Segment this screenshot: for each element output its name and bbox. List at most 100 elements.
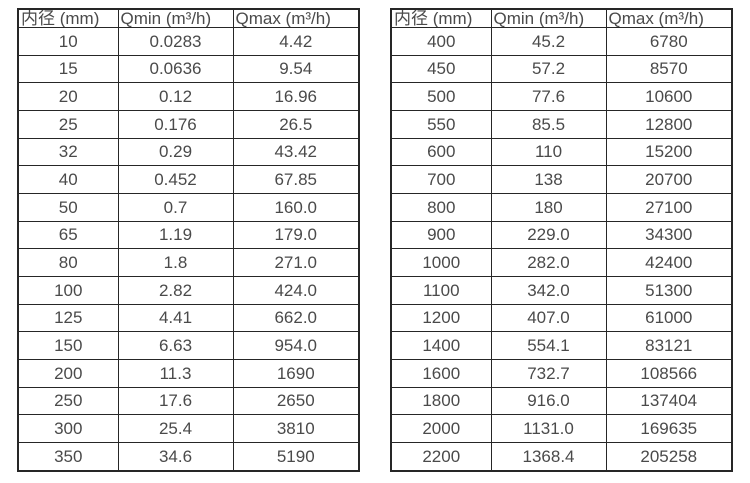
table-row: 1200 407.0 61000 <box>390 303 733 333</box>
table-cell: 180 <box>490 192 607 222</box>
table-cell: 4.41 <box>117 303 234 333</box>
table-cell: 554.1 <box>490 331 607 360</box>
table-row: 80 1.8 271.0 <box>17 248 360 277</box>
table-cell: 4.42 <box>232 27 360 56</box>
table-cell: 916.0 <box>490 386 607 416</box>
table-cell: 200 <box>17 358 119 388</box>
table-row: 600 110 15200 <box>390 137 733 167</box>
table-cell: 43.42 <box>232 137 360 167</box>
table-cell: 954.0 <box>232 331 360 360</box>
table-row: 1100 342.0 51300 <box>390 275 733 305</box>
table-row: 32 0.29 43.42 <box>17 137 360 167</box>
table-cell: 10 <box>17 27 119 56</box>
table-row: 1600 732.7 108566 <box>390 358 733 388</box>
table-cell: 50 <box>17 192 119 222</box>
table-cell: 5190 <box>232 441 360 472</box>
table-cell: 83121 <box>605 331 733 360</box>
table-row: 250 17.6 2650 <box>17 386 360 416</box>
column-header: 内径 (mm) <box>17 8 119 28</box>
table-cell: 300 <box>17 414 119 443</box>
table-cell: 34300 <box>605 220 733 250</box>
table-cell: 25.4 <box>117 414 234 443</box>
table-cell: 2200 <box>390 441 492 472</box>
table-cell: 0.176 <box>117 109 234 139</box>
table-cell: 662.0 <box>232 303 360 333</box>
table-cell: 26.5 <box>232 109 360 139</box>
table-cell: 110 <box>490 137 607 167</box>
table-row: 1800 916.0 137404 <box>390 386 733 416</box>
table-cell: 1200 <box>390 303 492 333</box>
table-cell: 137404 <box>605 386 733 416</box>
table-cell: 800 <box>390 192 492 222</box>
table-row: 350 34.6 5190 <box>17 441 360 472</box>
table-cell: 1.8 <box>117 248 234 277</box>
table-row: 450 57.2 8570 <box>390 54 733 84</box>
table-cell: 12800 <box>605 109 733 139</box>
table-cell: 350 <box>17 441 119 472</box>
table-cell: 0.0636 <box>117 54 234 84</box>
table-cell: 6780 <box>605 27 733 56</box>
table-cell: 424.0 <box>232 275 360 305</box>
table-row: 700 138 20700 <box>390 165 733 194</box>
table-cell: 61000 <box>605 303 733 333</box>
table-cell: 205258 <box>605 441 733 472</box>
table-cell: 20 <box>17 82 119 111</box>
header-row: 内径 (mm) Qmin (m³/h) Qmax (m³/h) <box>17 8 360 28</box>
table-cell: 1368.4 <box>490 441 607 472</box>
table-cell: 1400 <box>390 331 492 360</box>
table-cell: 900 <box>390 220 492 250</box>
table-cell: 1000 <box>390 248 492 277</box>
table-row: 100 2.82 424.0 <box>17 275 360 305</box>
table-cell: 34.6 <box>117 441 234 472</box>
table-cell: 0.7 <box>117 192 234 222</box>
table-cell: 282.0 <box>490 248 607 277</box>
table-cell: 125 <box>17 303 119 333</box>
table-cell: 8570 <box>605 54 733 84</box>
table-cell: 3810 <box>232 414 360 443</box>
table-cell: 80 <box>17 248 119 277</box>
table-cell: 0.452 <box>117 165 234 194</box>
table-cell: 0.0283 <box>117 27 234 56</box>
table-cell: 150 <box>17 331 119 360</box>
table-cell: 732.7 <box>490 358 607 388</box>
flow-rate-table-large-diameters: 内径 (mm) Qmin (m³/h) Qmax (m³/h) 400 45.2 6780… <box>390 8 733 472</box>
table-cell: 400 <box>390 27 492 56</box>
table-cell: 6.63 <box>117 331 234 360</box>
table-cell: 550 <box>390 109 492 139</box>
table-row: 65 1.19 179.0 <box>17 220 360 250</box>
column-header: Qmin (m³/h) <box>490 8 607 28</box>
table-cell: 600 <box>390 137 492 167</box>
table-row: 1000 282.0 42400 <box>390 248 733 277</box>
table-cell: 40 <box>17 165 119 194</box>
table-cell: 77.6 <box>490 82 607 111</box>
column-header: Qmax (m³/h) <box>605 8 733 28</box>
table-cell: 0.12 <box>117 82 234 111</box>
table-row: 2200 1368.4 205258 <box>390 441 733 472</box>
table-cell: 15 <box>17 54 119 84</box>
table-cell: 9.54 <box>232 54 360 84</box>
table-cell: 450 <box>390 54 492 84</box>
column-header: Qmin (m³/h) <box>117 8 234 28</box>
table-cell: 160.0 <box>232 192 360 222</box>
table-cell: 2.82 <box>117 275 234 305</box>
table-row: 150 6.63 954.0 <box>17 331 360 360</box>
table-row: 125 4.41 662.0 <box>17 303 360 333</box>
table-cell: 700 <box>390 165 492 194</box>
table-cell: 10600 <box>605 82 733 111</box>
table-row: 50 0.7 160.0 <box>17 192 360 222</box>
table-row: 40 0.452 67.85 <box>17 165 360 194</box>
table-cell: 65 <box>17 220 119 250</box>
flow-rate-table-small-diameters: 内径 (mm) Qmin (m³/h) Qmax (m³/h) 10 0.0283 4.4… <box>17 8 360 472</box>
table-cell: 1690 <box>232 358 360 388</box>
table-cell: 1800 <box>390 386 492 416</box>
table-cell: 1131.0 <box>490 414 607 443</box>
table-cell: 271.0 <box>232 248 360 277</box>
table-cell: 138 <box>490 165 607 194</box>
table-cell: 500 <box>390 82 492 111</box>
table-row: 900 229.0 34300 <box>390 220 733 250</box>
table-cell: 1100 <box>390 275 492 305</box>
table-cell: 1.19 <box>117 220 234 250</box>
table-cell: 250 <box>17 386 119 416</box>
table-cell: 51300 <box>605 275 733 305</box>
column-header: Qmax (m³/h) <box>232 8 360 28</box>
